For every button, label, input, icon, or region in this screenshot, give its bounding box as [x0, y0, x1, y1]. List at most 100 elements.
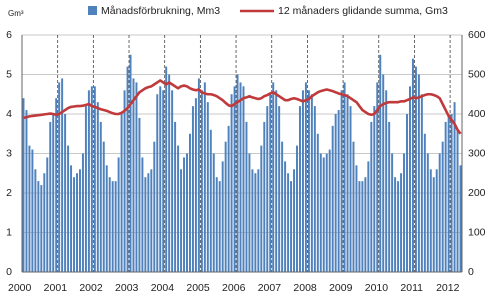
bar: [388, 121, 391, 273]
bar: [403, 153, 406, 272]
bar: [227, 125, 230, 272]
x-tick-label: 2001: [44, 282, 68, 294]
bar: [28, 145, 31, 272]
bar: [156, 94, 159, 272]
bar: [162, 90, 165, 272]
x-tick-label: 2005: [186, 282, 210, 294]
bar: [325, 153, 328, 272]
bar: [150, 169, 153, 272]
bar: [429, 169, 432, 272]
bar: [316, 133, 319, 272]
x-tick-label: 2007: [258, 282, 282, 294]
bar: [197, 78, 200, 272]
x-tick-label: 2010: [365, 282, 389, 294]
bar: [313, 106, 316, 272]
bar: [215, 177, 218, 272]
x-tick-label: 2012: [436, 282, 460, 294]
bar: [245, 121, 248, 273]
bar: [340, 90, 343, 272]
bar: [58, 82, 61, 273]
y2-tick-label: 300: [468, 147, 486, 159]
bar: [147, 173, 150, 272]
bar: [135, 82, 138, 273]
bar: [96, 102, 99, 273]
bar: [117, 157, 120, 272]
bar: [171, 90, 174, 272]
bar: [328, 149, 331, 272]
y2-tick-label: 200: [468, 187, 486, 199]
bar: [165, 66, 168, 272]
bar: [37, 181, 40, 272]
y2-tick-label: 600: [468, 29, 486, 41]
bar: [141, 157, 144, 272]
bar: [180, 169, 183, 272]
bar: [447, 114, 450, 272]
bar: [224, 141, 227, 272]
bar: [301, 90, 304, 272]
bar: [290, 181, 293, 272]
bar: [25, 110, 28, 272]
bar: [64, 114, 67, 272]
x-tick-label: 2002: [79, 282, 103, 294]
bar: [408, 86, 411, 272]
x-tick-label: 2009: [329, 282, 353, 294]
bar: [414, 66, 417, 272]
bar: [87, 90, 90, 272]
bar: [67, 145, 70, 272]
bar: [400, 173, 403, 272]
bar: [55, 98, 58, 272]
bar: [394, 177, 397, 272]
y2-tick-label: 0: [468, 266, 474, 278]
bar: [417, 74, 420, 272]
bar: [144, 177, 147, 272]
bar: [281, 141, 284, 272]
bar: [278, 106, 281, 272]
bar: [61, 78, 64, 272]
bar: [435, 169, 438, 272]
bar: [102, 141, 105, 272]
y2-tick-label: 400: [468, 108, 486, 120]
bar: [194, 98, 197, 272]
bar: [376, 82, 379, 273]
bar: [248, 153, 251, 272]
bar: [81, 153, 84, 272]
bar: [272, 82, 275, 273]
bar: [212, 153, 215, 272]
bar: [73, 177, 76, 272]
y2-tick-label: 100: [468, 226, 486, 238]
bar: [337, 110, 340, 272]
bar: [70, 165, 73, 272]
bar: [367, 161, 370, 272]
bar: [49, 121, 52, 273]
bar: [322, 157, 325, 272]
bar: [349, 106, 352, 272]
bar: [307, 90, 310, 272]
bar: [251, 169, 254, 272]
bar: [379, 54, 382, 272]
x-tick-label: 2003: [115, 282, 139, 294]
bar: [78, 169, 81, 272]
bar: [46, 157, 49, 272]
bar: [284, 161, 287, 272]
bar: [221, 161, 224, 272]
bar: [120, 114, 123, 272]
bar: [174, 121, 177, 273]
bar: [209, 129, 212, 272]
bar: [293, 169, 296, 272]
bar: [423, 133, 426, 272]
bar: [230, 94, 233, 272]
bar: [257, 169, 260, 272]
x-tick-label: 2000: [8, 282, 32, 294]
bar: [304, 82, 307, 273]
bar: [343, 82, 346, 273]
bar: [126, 66, 129, 272]
bar: [93, 86, 96, 272]
bar: [411, 58, 414, 273]
bar: [31, 149, 34, 272]
bar: [90, 86, 93, 272]
bar: [269, 94, 272, 272]
bar: [191, 106, 194, 272]
bar: [319, 153, 322, 272]
bar: [153, 141, 156, 272]
bar: [450, 114, 453, 272]
